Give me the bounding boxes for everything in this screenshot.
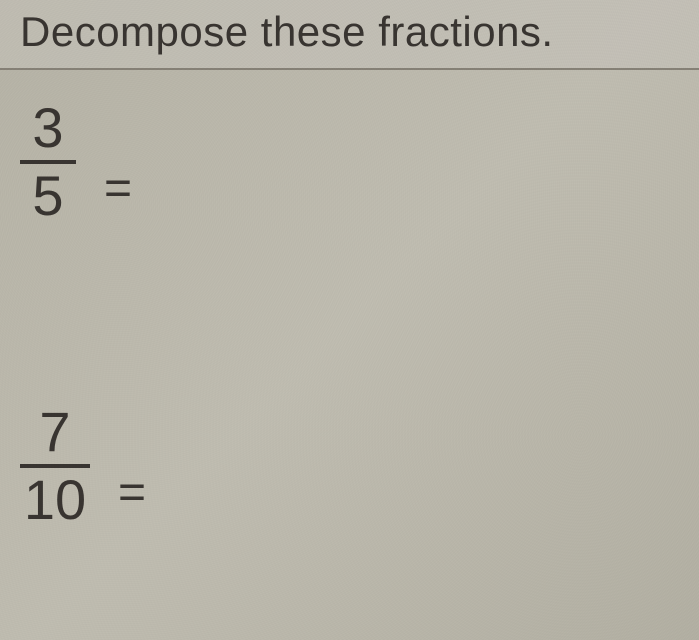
fraction-2-denominator: 10 — [24, 470, 86, 528]
fraction-problem-2: 7 10 = — [20, 404, 679, 528]
fraction-1-denominator: 5 — [32, 166, 63, 224]
equals-sign-2: = — [118, 465, 146, 520]
fraction-1-numerator: 3 — [32, 100, 63, 158]
equals-sign-1: = — [104, 161, 132, 216]
fraction-2-numerator: 7 — [39, 404, 70, 462]
fraction-1: 3 5 — [20, 100, 76, 224]
worksheet-content: 3 5 = 7 10 = — [0, 70, 699, 558]
fraction-problem-1: 3 5 = — [20, 100, 679, 224]
fraction-2: 7 10 — [20, 404, 90, 528]
instruction-text: Decompose these fractions. — [20, 8, 679, 56]
instruction-header: Decompose these fractions. — [0, 0, 699, 70]
